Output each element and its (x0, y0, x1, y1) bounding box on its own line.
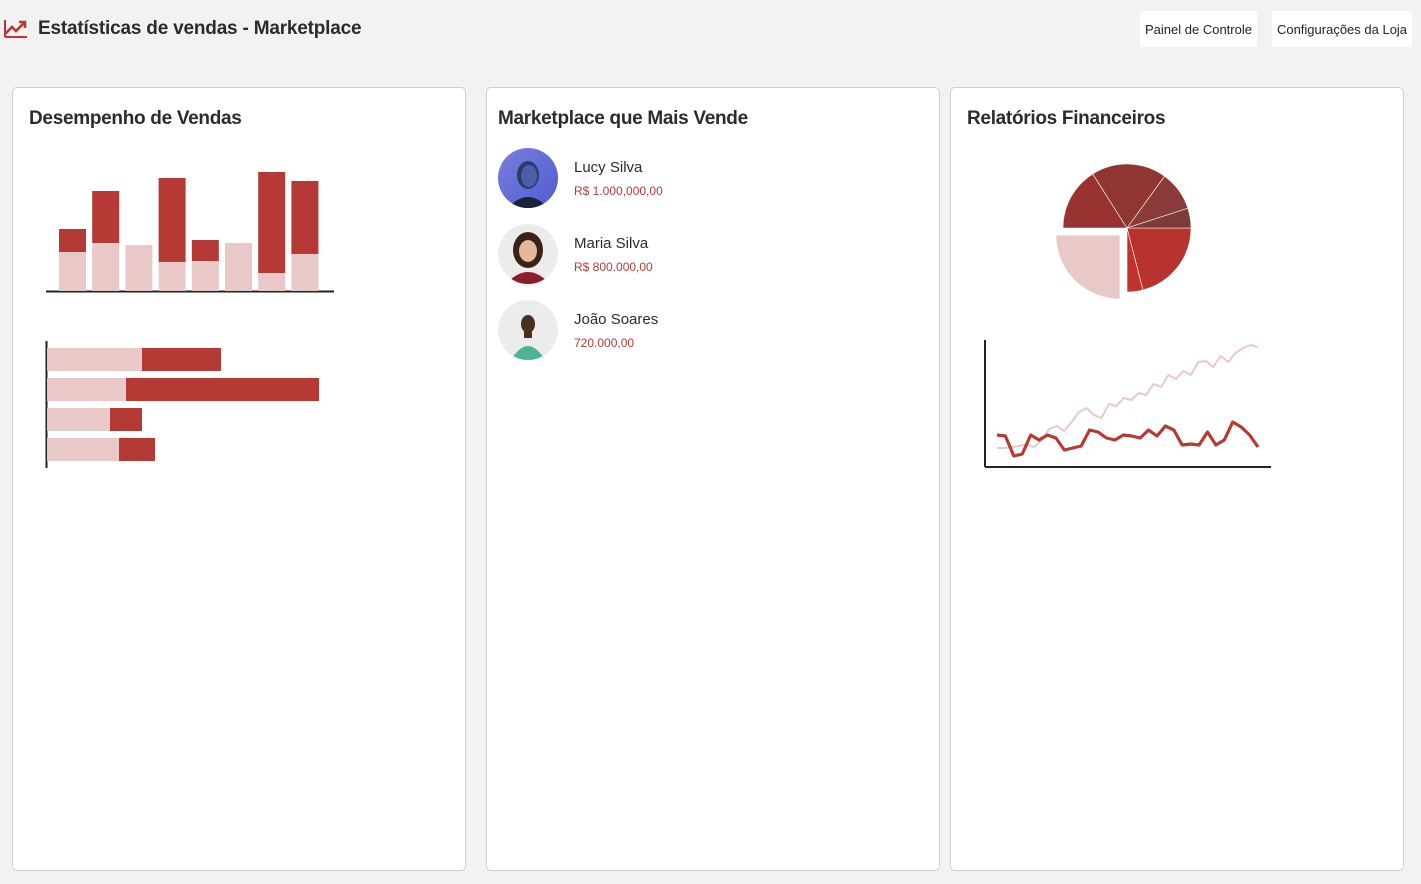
bar-segment (191, 261, 219, 291)
bar-segment (125, 245, 153, 291)
seller-item[interactable]: João Soares 720.000,00 (498, 300, 918, 362)
pie-slice (1126, 227, 1192, 291)
bar-segment (126, 378, 319, 401)
bar-segment (47, 378, 126, 401)
card-title: Desempenho de Vendas (29, 108, 242, 129)
bar-segment (258, 273, 286, 291)
financial-charts (984, 163, 1271, 468)
seller-sales-value: 720.000,00 (574, 336, 635, 350)
bar-segment (110, 408, 142, 431)
line-series (997, 344, 1259, 449)
bar-segment (47, 408, 110, 431)
bar-segment (59, 252, 86, 291)
store-settings-button[interactable]: Configurações da Loja (1272, 11, 1412, 47)
trending-up-icon (4, 20, 27, 38)
bar-segment (47, 438, 119, 461)
bar-segment (92, 243, 120, 291)
seller-sales-value: R$ 800.000,00 (574, 260, 653, 274)
bar-segment (92, 191, 120, 243)
pie-slice (1055, 234, 1121, 300)
pie-slice (1126, 227, 1144, 293)
sales-performance-card: Desempenho de Vendas (12, 87, 466, 871)
top-bar: Estatísticas de vendas - Marketplace Pai… (0, 0, 1421, 58)
pie-slice (1062, 173, 1128, 229)
control-panel-button[interactable]: Painel de Controle (1140, 11, 1257, 47)
bar-segment (59, 229, 86, 252)
financial-reports-card: Relatórios Financeiros (950, 87, 1404, 871)
top-marketplace-card: Marketplace que Mais Vende Lucy Silva R$… (486, 87, 940, 871)
pie-slice (1092, 163, 1166, 229)
seller-item[interactable]: Lucy Silva R$ 1.000,000,00 (498, 148, 918, 210)
bar-segment (225, 243, 252, 291)
avatar (498, 224, 558, 284)
card-title: Marketplace que Mais Vende (498, 108, 748, 129)
bar-segment (47, 348, 142, 371)
line-series (996, 420, 1260, 458)
bar-segment (291, 254, 319, 291)
seller-name: Lucy Silva (574, 159, 643, 176)
seller-name: Maria Silva (574, 235, 649, 252)
bar-segment (142, 348, 221, 371)
bar-segment (158, 178, 186, 262)
card-title: Relatórios Financeiros (967, 108, 1166, 129)
bar-segment (291, 181, 319, 254)
seller-sales-value: R$ 1.000,000,00 (574, 184, 663, 198)
bar-segment (119, 438, 155, 461)
avatar (498, 148, 558, 208)
bar-segment (258, 172, 286, 273)
avatar (498, 300, 558, 360)
seller-item[interactable]: Maria Silva R$ 800.000,00 (498, 224, 918, 286)
pie-slice (1126, 207, 1192, 229)
bar-segment (158, 262, 186, 291)
vertical-stacked-bar-chart (45, 172, 334, 468)
bar-segment (191, 240, 219, 261)
page-title: Estatísticas de vendas - Marketplace (38, 18, 362, 39)
seller-name: João Soares (574, 311, 659, 328)
